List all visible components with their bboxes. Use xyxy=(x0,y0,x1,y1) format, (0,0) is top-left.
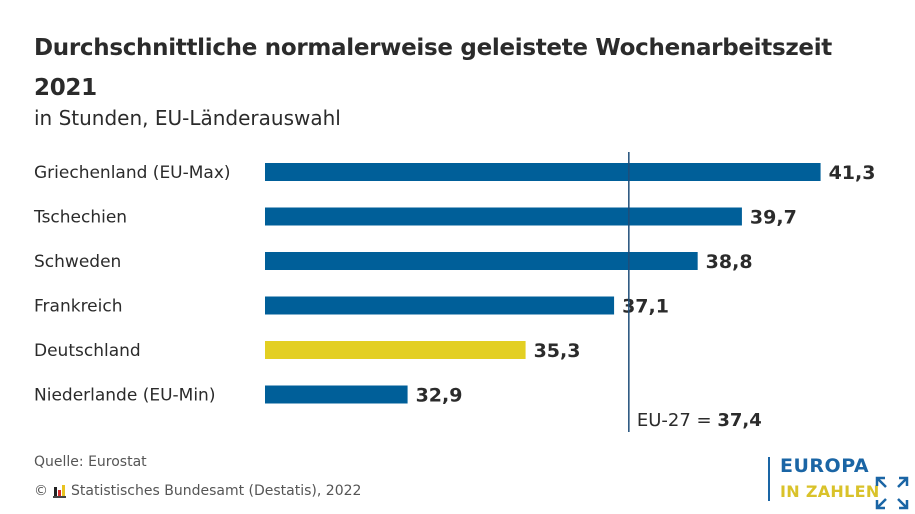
europa-in-zahlen-logo: EUROPA IN ZAHLEN xyxy=(768,455,915,511)
reference-layer: EU-27 = 37,4 xyxy=(628,152,762,432)
category-label: Niederlande (EU-Min) xyxy=(34,386,215,406)
logo-line1: EUROPA xyxy=(780,455,870,477)
bar xyxy=(265,341,526,359)
category-label: Frankreich xyxy=(34,297,123,317)
category-label: Tschechien xyxy=(33,208,127,228)
value-label: 38,8 xyxy=(706,251,753,273)
category-label: Griechenland (EU-Max) xyxy=(34,163,231,183)
bar xyxy=(265,207,742,226)
chart-subtitle: in Stunden, EU-Länderauswahl xyxy=(34,106,341,130)
logo-divider xyxy=(768,457,770,501)
value-label: 32,9 xyxy=(416,385,463,407)
eu27-value: 37,4 xyxy=(717,410,761,431)
bar xyxy=(265,163,821,181)
logo-line2: IN ZAHLEN xyxy=(780,482,880,501)
value-label: 37,1 xyxy=(622,296,669,318)
category-label: Deutschland xyxy=(34,341,141,361)
eu27-reference-label: EU-27 = 37,4 xyxy=(637,410,762,431)
value-label: 39,7 xyxy=(750,207,797,229)
source-note: Quelle: Eurostat xyxy=(34,454,147,470)
bar xyxy=(265,385,408,404)
bars-layer: Griechenland (EU-Max) 41,3 Tschechien 39,7 S… xyxy=(33,162,875,407)
copyright-note: © Statistisches Bundesamt (Destatis), 20… xyxy=(34,483,361,499)
bar xyxy=(265,296,615,315)
chart-title: Durchschnittliche normalerweise geleiste… xyxy=(34,28,832,108)
expand-arrows-icon xyxy=(875,476,909,510)
category-label: Schweden xyxy=(34,252,121,272)
eu27-label-text: EU-27 = xyxy=(637,410,717,431)
value-label: 35,3 xyxy=(534,340,581,362)
copyright-text: Statistisches Bundesamt (Destatis), 2022 xyxy=(71,483,362,499)
destatis-flag-icon xyxy=(53,484,66,498)
value-label: 41,3 xyxy=(829,162,876,184)
chart-title-line1: Durchschnittliche normalerweise geleiste… xyxy=(34,35,833,61)
copyright-symbol: © xyxy=(34,483,48,499)
bar xyxy=(265,252,698,270)
chart-title-line2: 2021 xyxy=(34,75,97,101)
